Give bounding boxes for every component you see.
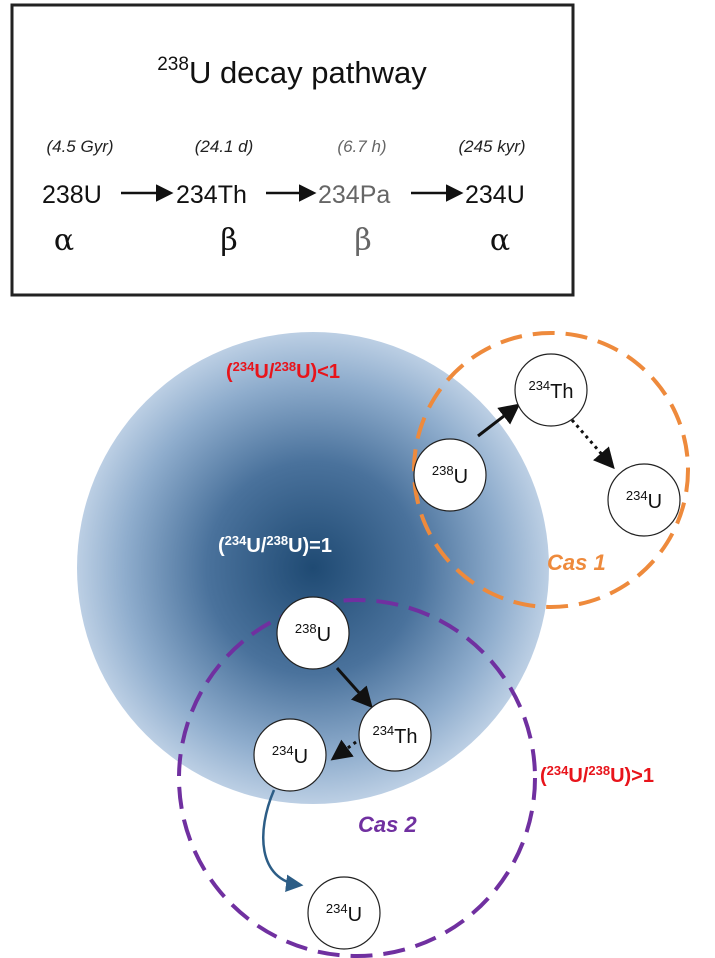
- cas1-node-th234: 234Th: [514, 353, 588, 427]
- nuclide-u234-mass: 234: [465, 181, 507, 209]
- cas2-node-th234: 234Th: [358, 698, 432, 772]
- cas2-u234-text: U: [294, 746, 308, 768]
- cas1-u234-text: U: [648, 491, 662, 513]
- cas1-u238-text: U: [454, 466, 468, 488]
- svg-text:234Th: 234Th: [528, 378, 573, 403]
- cas2-th234-sup: 234: [372, 723, 394, 738]
- decay-mode-u234: α: [490, 223, 510, 258]
- cas2-recoil-arrow-u234-out: [262, 789, 304, 893]
- cas2-dashed-circle: [177, 598, 537, 958]
- nuclide-pa234: 234Pa: [318, 181, 390, 209]
- nuclide-u238-mass: 238: [42, 181, 84, 209]
- cas1-u238-sup: 238: [432, 463, 454, 478]
- nuclide-u234: 234U: [465, 181, 525, 209]
- nuclide-u238: 238U: [42, 181, 102, 209]
- nuclide-th234-mass: 234: [176, 181, 218, 209]
- half-life-pa234: (6.7 h): [337, 137, 386, 156]
- ratio-equal-sup1: 234: [225, 533, 247, 548]
- cas2-u238-sup: 238: [295, 621, 317, 636]
- cas2-th234-text: Th: [394, 726, 417, 748]
- ratio-less-mid: U/: [254, 361, 274, 383]
- cas1-th234-text: Th: [550, 381, 573, 403]
- ratio-less-sup1: 234: [233, 359, 255, 374]
- decay-mode-pa234: β: [354, 223, 371, 258]
- cas2-node-u234-outside: 234U: [307, 876, 381, 950]
- svg-text:238U: 238U: [295, 621, 331, 646]
- ratio-equal-mid: U/: [246, 535, 266, 557]
- ratio-greater-tail: U)>1: [610, 765, 654, 787]
- decay-mode-th234: β: [220, 223, 237, 258]
- cas2-u234-sup: 234: [272, 743, 294, 758]
- nuclide-th234-symbol: Th: [218, 181, 247, 209]
- cas1-th234-sup: 234: [528, 378, 550, 393]
- ratio-equal-sup2: 238: [266, 533, 288, 548]
- ratio-label-greater-than-one: (234U/238U)>1: [540, 763, 654, 787]
- svg-text:234U: 234U: [272, 743, 308, 768]
- nuclide-pa234-mass: 234: [318, 181, 360, 209]
- decay-mode-u238: α: [54, 223, 74, 258]
- ratio-label-equal-one: (234U/238U)=1: [218, 533, 332, 557]
- ratio-equal-tail: U)=1: [288, 535, 332, 557]
- svg-text:234U: 234U: [626, 488, 662, 513]
- svg-text:234U: 234U: [326, 901, 362, 926]
- nuclide-u234-symbol: U: [507, 181, 525, 209]
- ratio-less-tail: U)<1: [296, 361, 340, 383]
- ratio-greater-sup1: 234: [547, 763, 569, 778]
- nuclide-th234: 234Th: [176, 181, 247, 209]
- cas2-arrow-u238-to-th234: [335, 667, 373, 709]
- pathway-frame: [10, 3, 575, 297]
- cas2-node-u238: 238U: [276, 596, 350, 670]
- ratio-greater-mid: U/: [568, 765, 588, 787]
- half-life-u238: (4.5 Gyr): [46, 137, 113, 156]
- cas1-dotted-arrow-th234-to-u234: [570, 419, 615, 470]
- title-mass-number: 238: [157, 54, 189, 75]
- cas2-node-u234: 234U: [253, 718, 327, 792]
- ratio-greater-sup2: 238: [588, 763, 610, 778]
- svg-text:234Th: 234Th: [372, 723, 417, 748]
- half-life-th234: (24.1 d): [195, 137, 254, 156]
- svg-text:238U: 238U: [432, 463, 468, 488]
- cas2-u234-out-text: U: [348, 904, 362, 926]
- cas1-u234-sup: 234: [626, 488, 648, 503]
- cas1-node-u234: 234U: [607, 463, 681, 537]
- cas2-label: Cas 2: [358, 812, 417, 837]
- cas1-node-u238: 238U: [413, 438, 487, 512]
- ratio-label-less-than-one: (234U/238U)<1: [226, 359, 340, 383]
- nuclide-u238-symbol: U: [84, 181, 102, 209]
- ratio-less-sup2: 238: [274, 359, 296, 374]
- cas1-arrow-u238-to-th234: [477, 403, 521, 438]
- title-text: U decay pathway: [189, 55, 427, 90]
- pathway-title: 238U decay pathway: [157, 54, 427, 90]
- cas2-u234-out-sup: 234: [326, 901, 348, 916]
- decay-pathway-box: 238U decay pathway (4.5 Gyr) (24.1 d) (6…: [10, 3, 575, 297]
- half-life-u234: (245 kyr): [458, 137, 525, 156]
- cas2-dotted-arrow-th234-to-u234: [330, 739, 357, 761]
- cas2-u238-text: U: [317, 624, 331, 646]
- cas1-label: Cas 1: [547, 550, 606, 575]
- nuclide-pa234-symbol: Pa: [360, 181, 391, 209]
